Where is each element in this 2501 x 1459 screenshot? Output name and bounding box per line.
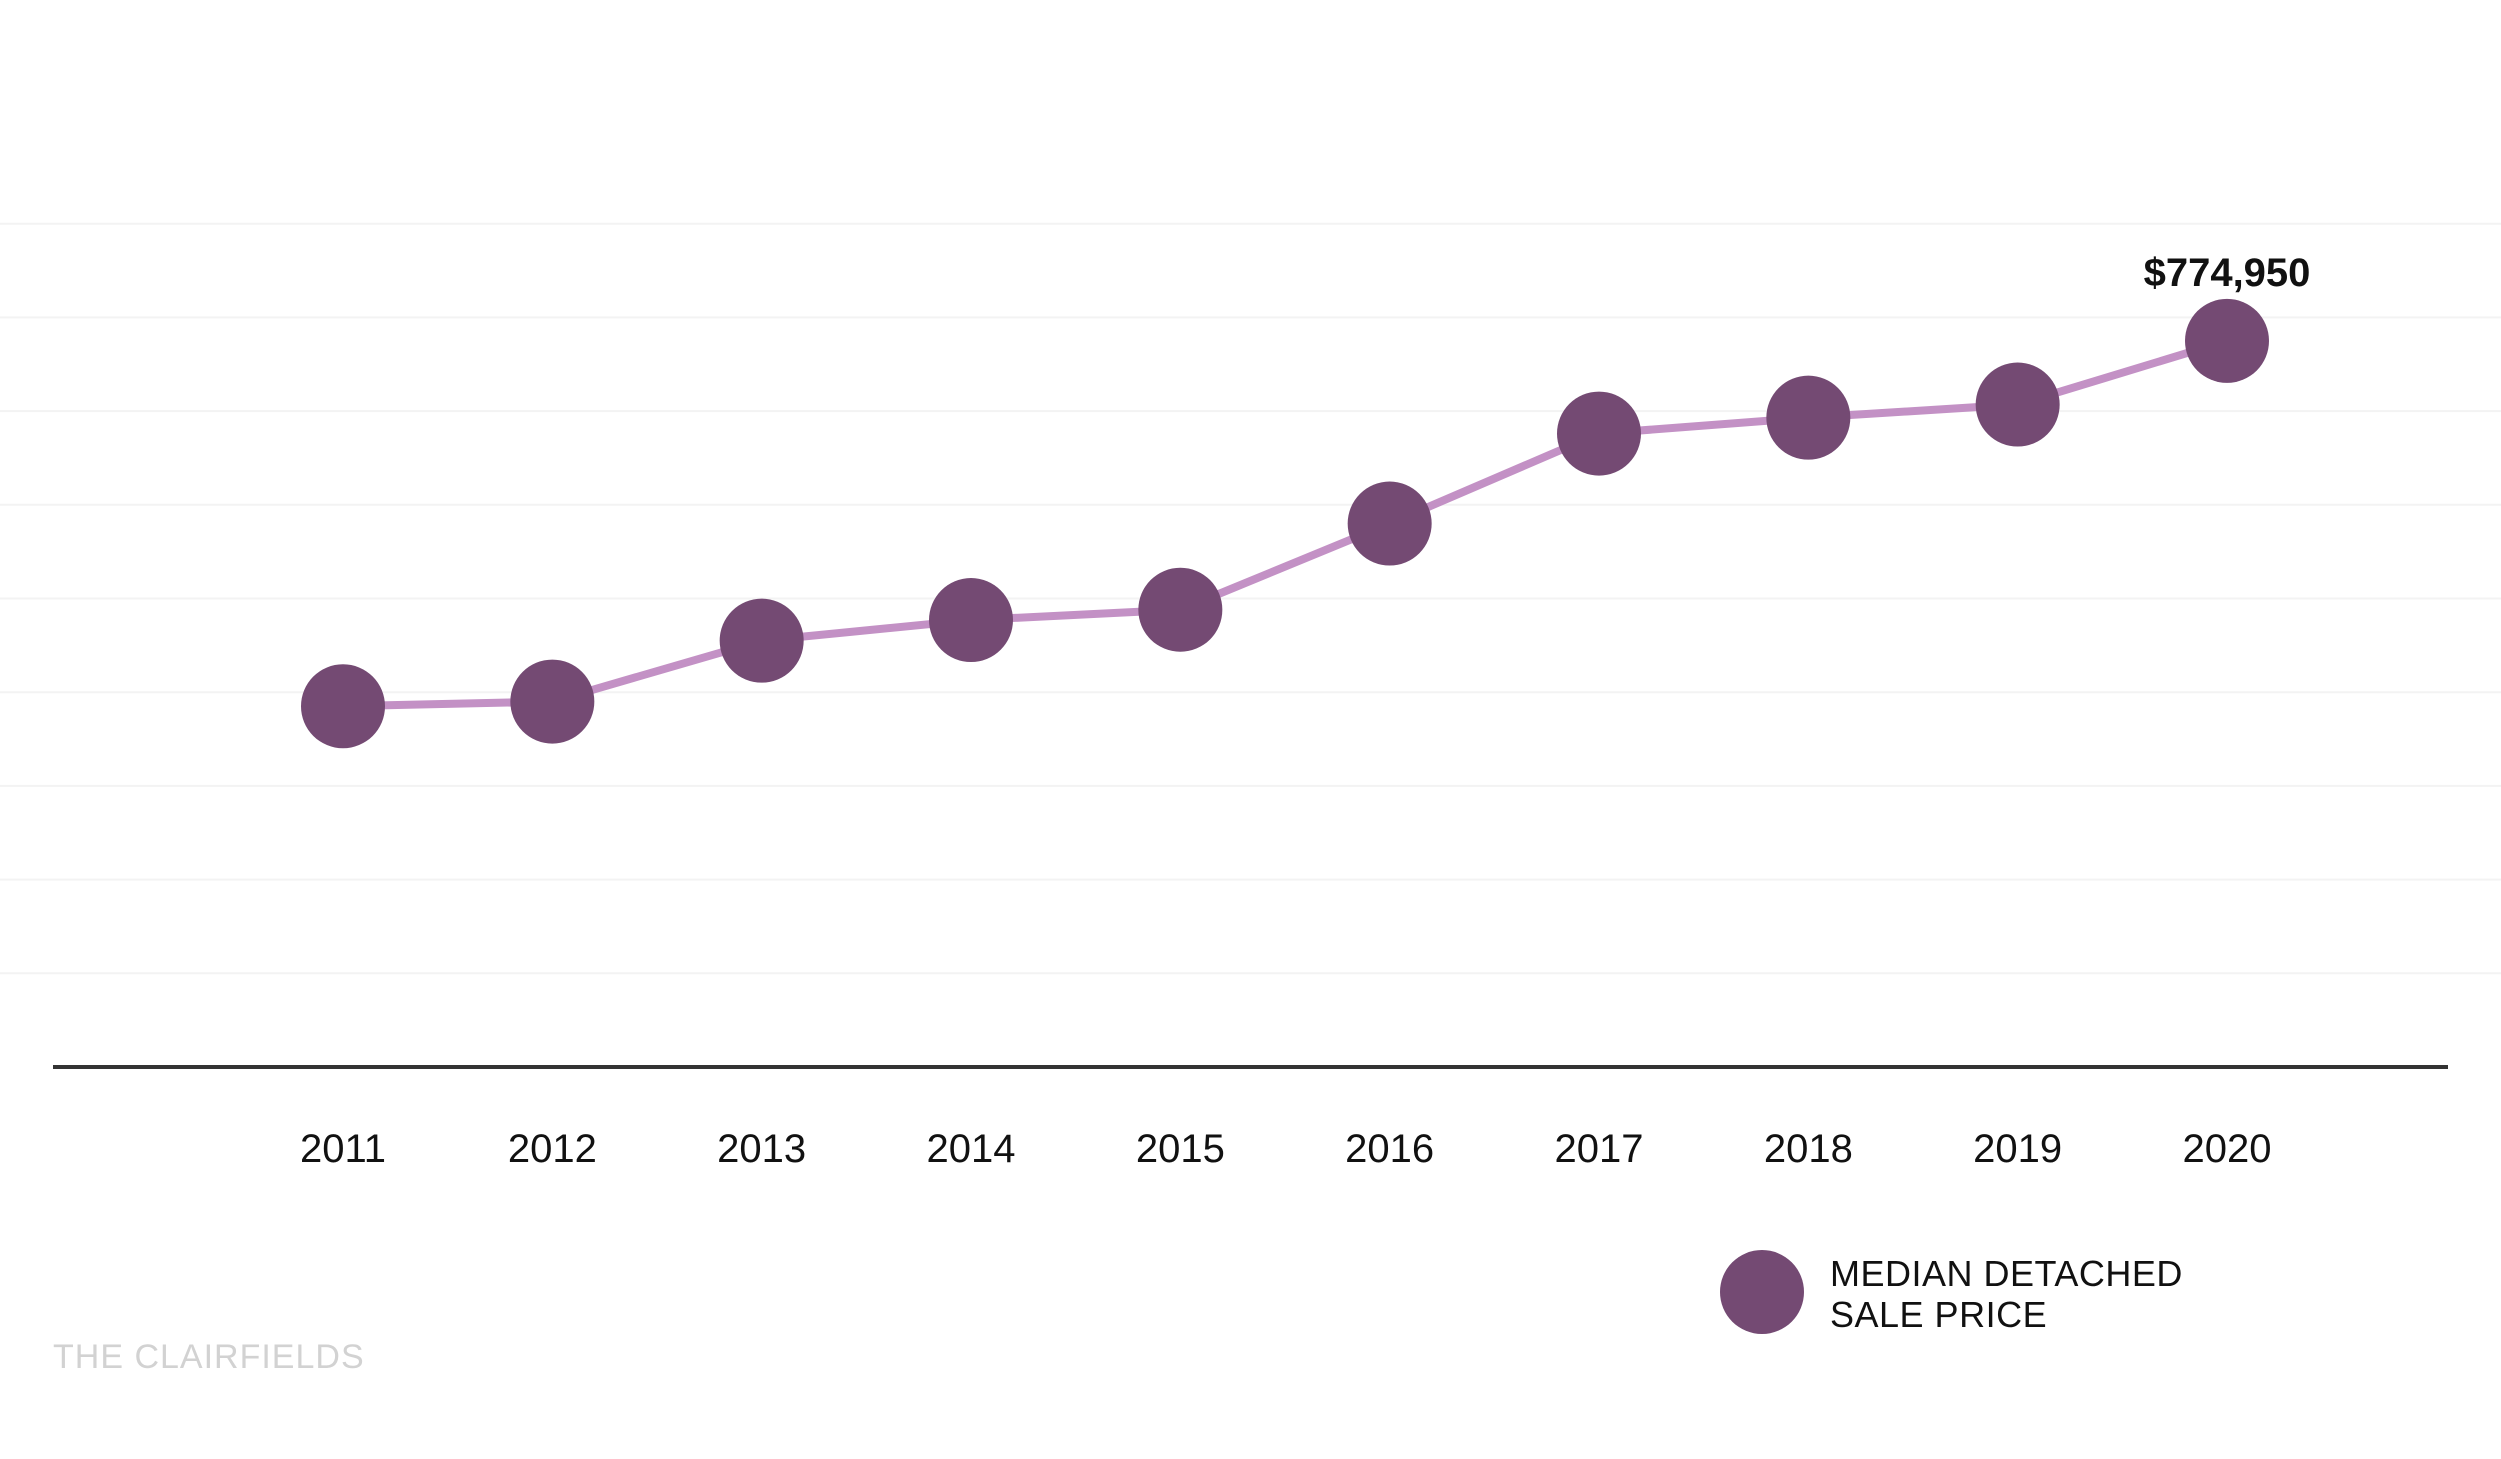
gridlines: [0, 222, 2501, 975]
legend-label-line-2: SALE PRICE: [1830, 1294, 2047, 1335]
data-point-2011: [301, 664, 385, 749]
data-point-2018: [1766, 375, 1851, 460]
x-tick-label-2015: 2015: [1136, 1127, 1225, 1171]
x-tick-label-2014: 2014: [927, 1127, 1016, 1171]
x-tick-label-2016: 2016: [1345, 1127, 1434, 1171]
series-line: [342, 337, 2229, 711]
x-tick-label-2018: 2018: [1764, 1127, 1853, 1171]
data-point-2012: [510, 659, 595, 744]
data-label-2020: $774,950: [2144, 251, 2311, 295]
x-tick-label-2019: 2019: [1973, 1127, 2062, 1171]
x-tick-label-2013: 2013: [717, 1127, 806, 1171]
data-point-2013: [719, 598, 804, 683]
legend-label-line-1: MEDIAN DETACHED: [1830, 1253, 2183, 1294]
data-point-2014: [929, 578, 1013, 663]
x-tick-label-2012: 2012: [508, 1127, 597, 1171]
x-tick-label-2020: 2020: [2183, 1127, 2272, 1171]
legend-marker: [1720, 1250, 1804, 1334]
series-markers: [301, 298, 2269, 749]
x-tick-label-2017: 2017: [1555, 1127, 1644, 1171]
x-tick-labels: 2011 2012 2013 2014 2015 2016 2017 2018 2019 2020: [300, 1127, 2272, 1171]
watermark-text: THE CLAIRFIELDS: [53, 1338, 365, 1376]
data-point-2016: [1347, 481, 1432, 566]
data-point-2017: [1557, 391, 1641, 476]
data-point-2019: [1975, 362, 2060, 447]
data-labels: $774,950: [2144, 251, 2311, 295]
data-point-2020: [2185, 298, 2269, 383]
legend: MEDIAN DETACHED SALE PRICE: [1720, 1250, 2183, 1335]
x-tick-label-2011: 2011: [300, 1127, 386, 1171]
data-point-2015: [1138, 567, 1223, 652]
